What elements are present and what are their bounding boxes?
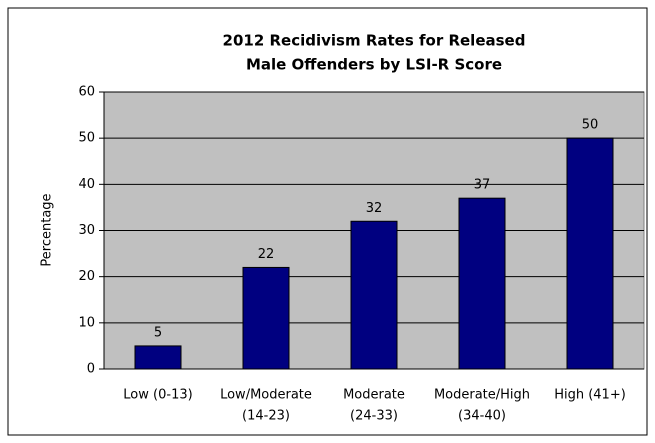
- chart-title: 2012 Recidivism Rates for Released: [223, 32, 526, 50]
- x-tick-label: (34-40): [458, 409, 506, 424]
- y-tick-label: 10: [78, 315, 95, 330]
- value-label: 5: [154, 325, 162, 340]
- y-tick-label: 20: [78, 269, 95, 284]
- value-label: 37: [474, 178, 491, 193]
- bar: [566, 137, 614, 370]
- bar: [242, 266, 290, 370]
- x-tick-label: Moderate/High: [434, 388, 530, 403]
- y-tick-label: 60: [78, 85, 95, 100]
- y-tick-label: 0: [87, 362, 95, 377]
- x-tick-label: Moderate: [343, 388, 405, 403]
- x-tick-label: (24-33): [350, 409, 398, 424]
- y-tick-label: 50: [78, 131, 95, 146]
- y-tick-label: 30: [78, 223, 95, 238]
- bar: [350, 220, 398, 370]
- x-tick-label: Low/Moderate: [220, 388, 312, 403]
- x-tick-label: (14-23): [242, 409, 290, 424]
- value-label: 22: [258, 247, 275, 262]
- x-tick-label: Low (0-13): [123, 388, 192, 403]
- y-tick-label: 40: [78, 177, 95, 192]
- chart-title: Male Offenders by LSI-R Score: [246, 56, 502, 74]
- value-label: 50: [582, 118, 599, 133]
- x-tick-label: High (41+): [554, 388, 626, 403]
- value-label: 32: [366, 201, 383, 216]
- bar: [134, 345, 182, 370]
- bar: [458, 197, 506, 370]
- y-axis-label: Percentage: [40, 193, 55, 266]
